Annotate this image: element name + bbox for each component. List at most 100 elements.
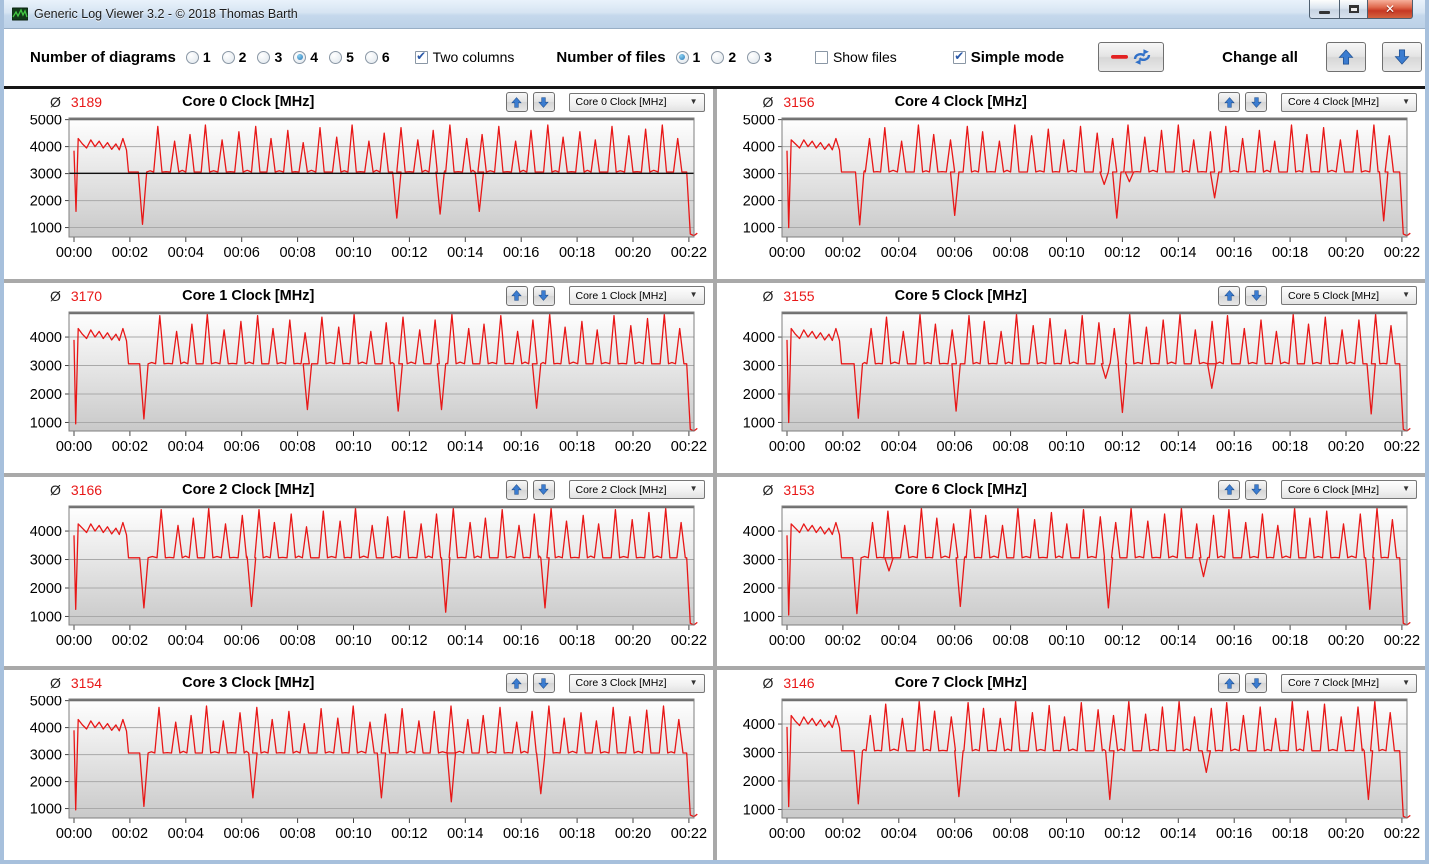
chart-title: Core 1 Clock [MHz] — [182, 287, 315, 304]
two-columns-checkbox-box[interactable] — [414, 49, 428, 64]
panel-move-down-button[interactable] — [1245, 479, 1267, 500]
reset-marker-button[interactable] — [1098, 42, 1165, 72]
svg-text:00:00: 00:00 — [56, 439, 92, 455]
chart-controls: Core 2 Clock [MHz] ▼ — [501, 479, 705, 500]
radio-files-2-circle[interactable] — [711, 50, 725, 64]
radio-files-1-circle[interactable] — [675, 50, 689, 64]
radio-diagrams-2-circle[interactable] — [221, 50, 235, 64]
signal-select[interactable]: Core 4 Clock [MHz] ▼ — [1281, 92, 1417, 112]
chart-title: Core 0 Clock [MHz] — [182, 94, 315, 110]
svg-text:00:02: 00:02 — [824, 633, 860, 649]
svg-text:1000: 1000 — [30, 415, 62, 431]
svg-text:00:20: 00:20 — [1327, 439, 1363, 455]
signal-select[interactable]: Core 7 Clock [MHz] ▼ — [1281, 673, 1417, 693]
average-symbol: Ø — [50, 94, 61, 110]
svg-text:00:00: 00:00 — [56, 633, 92, 649]
radio-diagrams-3-circle[interactable] — [257, 50, 271, 64]
panel-move-down-button[interactable] — [532, 285, 555, 306]
panel-move-down-button[interactable] — [1245, 673, 1267, 694]
show-files-checkbox[interactable]: Show files — [814, 49, 897, 65]
svg-text:00:02: 00:02 — [112, 245, 148, 261]
svg-text:2000: 2000 — [742, 387, 774, 403]
simple-mode-checkbox[interactable]: Simple mode — [952, 49, 1064, 66]
svg-text:00:04: 00:04 — [168, 439, 204, 455]
two-columns-checkbox[interactable]: Two columns — [414, 49, 514, 65]
signal-select[interactable]: Core 3 Clock [MHz] ▼ — [568, 673, 705, 693]
radio-diagrams-6-circle[interactable] — [364, 50, 378, 64]
svg-text:00:06: 00:06 — [224, 826, 260, 842]
radio-files-1[interactable]: 1 — [675, 49, 700, 65]
radio-diagrams-4-circle[interactable] — [293, 50, 307, 64]
svg-text:1000: 1000 — [742, 221, 774, 237]
svg-text:00:16: 00:16 — [503, 245, 539, 261]
radio-diagrams-1-label: 1 — [202, 49, 211, 65]
change-all-down-button[interactable] — [1381, 42, 1422, 72]
svg-text:00:00: 00:00 — [768, 633, 804, 649]
title-bar[interactable]: Generic Log Viewer 3.2 - © 2018 Thomas B… — [4, 0, 1425, 29]
panel-move-down-button[interactable] — [532, 92, 555, 112]
radio-files-3[interactable]: 3 — [747, 49, 772, 65]
radio-diagrams-1-circle[interactable] — [185, 50, 199, 64]
svg-text:00:22: 00:22 — [671, 439, 707, 455]
panel-move-up-button[interactable] — [1218, 285, 1240, 306]
show-files-checkbox-box[interactable] — [814, 50, 828, 64]
signal-select-value: Core 6 Clock [MHz] — [1288, 483, 1380, 496]
svg-text:00:02: 00:02 — [824, 826, 860, 842]
arrow-up-icon — [511, 677, 522, 689]
signal-select[interactable]: Core 1 Clock [MHz] ▼ — [568, 286, 705, 306]
panel-move-down-button[interactable] — [532, 673, 555, 694]
signal-select-value: Core 3 Clock [MHz] — [575, 677, 667, 690]
window-title: Generic Log Viewer 3.2 - © 2018 Thomas B… — [34, 7, 298, 21]
chart-controls: Core 4 Clock [MHz] ▼ — [1213, 92, 1417, 112]
svg-text:5000: 5000 — [742, 115, 774, 129]
radio-files-3-label: 3 — [764, 49, 772, 65]
radio-files-3-circle[interactable] — [747, 50, 761, 64]
radio-files-2[interactable]: 2 — [711, 49, 736, 65]
svg-text:00:08: 00:08 — [279, 826, 315, 842]
app-icon — [12, 7, 28, 21]
panel-move-up-button[interactable] — [505, 92, 528, 112]
radio-diagrams-1[interactable]: 1 — [185, 49, 211, 65]
panel-move-up-button[interactable] — [505, 479, 528, 500]
panel-move-up-button[interactable] — [505, 673, 528, 694]
radio-diagrams-6[interactable]: 6 — [364, 49, 390, 65]
panel-move-up-button[interactable] — [1218, 92, 1240, 112]
chart-title: Core 7 Clock [MHz] — [894, 675, 1027, 692]
svg-text:3000: 3000 — [30, 552, 62, 568]
svg-text:1000: 1000 — [30, 221, 62, 237]
svg-text:4000: 4000 — [30, 140, 62, 156]
panel-move-down-button[interactable] — [1245, 285, 1267, 306]
radio-diagrams-5-circle[interactable] — [329, 50, 343, 64]
svg-text:00:02: 00:02 — [112, 633, 148, 649]
signal-select-value: Core 2 Clock [MHz] — [575, 483, 667, 496]
average-value: 3153 — [783, 481, 815, 498]
chart-plot: 1000 2000 3000 4000 00:00 00:02 00:04 00:06 00:0… — [742, 311, 1420, 455]
chevron-down-icon: ▼ — [1402, 96, 1410, 106]
svg-text:00:08: 00:08 — [279, 245, 315, 261]
signal-select[interactable]: Core 0 Clock [MHz] ▼ — [568, 92, 705, 112]
radio-diagrams-4[interactable]: 4 — [293, 49, 318, 65]
svg-text:1000: 1000 — [30, 609, 62, 625]
svg-text:00:06: 00:06 — [224, 633, 260, 649]
signal-select[interactable]: Core 6 Clock [MHz] ▼ — [1281, 480, 1417, 499]
signal-select[interactable]: Core 5 Clock [MHz] ▼ — [1281, 286, 1417, 306]
svg-text:00:12: 00:12 — [391, 245, 427, 261]
svg-text:4000: 4000 — [30, 721, 62, 737]
panel-move-up-button[interactable] — [1218, 479, 1240, 500]
radio-diagrams-3[interactable]: 3 — [257, 49, 282, 65]
minimize-button[interactable] — [1309, 0, 1339, 19]
chart-panel-core-5-clock-mhz: Ø 3155 Core 5 Clock [MHz] Core 5 Clock [… — [716, 282, 1425, 473]
signal-select[interactable]: Core 2 Clock [MHz] ▼ — [568, 480, 705, 499]
panel-move-up-button[interactable] — [505, 285, 528, 306]
panel-move-down-button[interactable] — [532, 479, 555, 500]
close-button[interactable]: ✕ — [1368, 0, 1413, 19]
radio-diagrams-2[interactable]: 2 — [221, 49, 246, 65]
panel-move-up-button[interactable] — [1218, 673, 1240, 694]
radio-diagrams-5[interactable]: 5 — [329, 49, 354, 65]
svg-text:00:02: 00:02 — [824, 245, 860, 261]
maximize-button[interactable] — [1339, 0, 1368, 19]
change-all-up-button[interactable] — [1325, 42, 1366, 72]
panel-move-down-button[interactable] — [1245, 92, 1267, 112]
svg-text:00:06: 00:06 — [224, 439, 260, 455]
simple-mode-checkbox-box[interactable] — [952, 49, 966, 64]
